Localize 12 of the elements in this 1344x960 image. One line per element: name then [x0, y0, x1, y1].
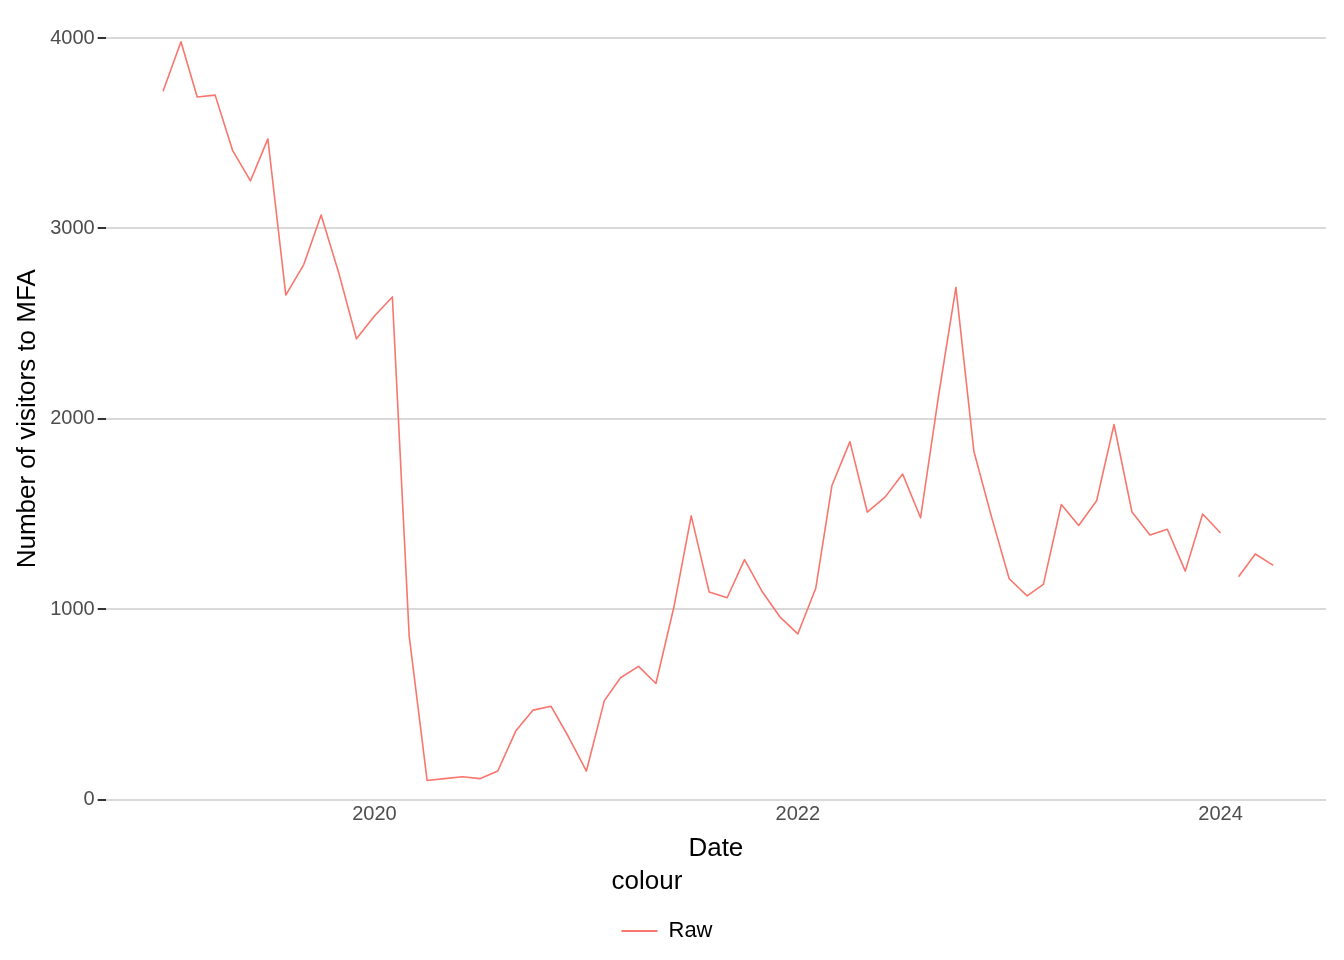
x-tick-label: 2024	[1198, 802, 1243, 825]
legend-label: Raw	[668, 917, 713, 943]
y-tick-label: 1000	[50, 596, 95, 619]
y-tick-label: 0	[83, 787, 95, 810]
x-tick-label: 2020	[352, 802, 397, 825]
y-tick-label: 3000	[50, 215, 95, 238]
y-tick-label: 4000	[50, 25, 95, 48]
legend-title: colour	[611, 864, 683, 895]
x-axis-title: Date	[688, 832, 744, 863]
x-tick-label: 2022	[775, 802, 821, 825]
y-tick-label: 2000	[50, 406, 95, 429]
y-axis-title: Number of visitors to MFA	[10, 268, 41, 569]
